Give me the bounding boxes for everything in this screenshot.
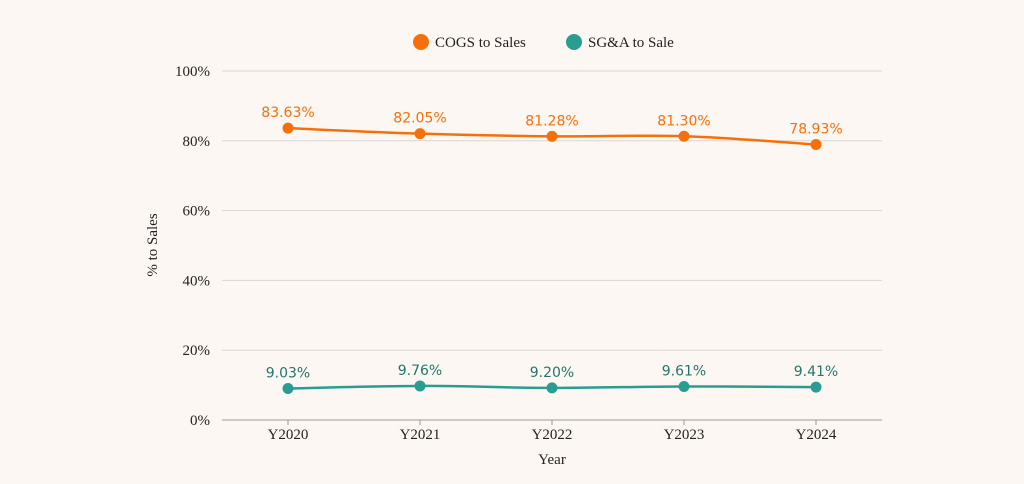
series-sga: 9.03% 9.76% 9.20% 9.61% 9.41% — [266, 363, 838, 394]
x-tick-label: Y2020 — [268, 427, 309, 443]
y-tick-label: 80% — [183, 134, 211, 150]
data-label: 81.28% — [525, 113, 578, 129]
series: 83.63% 82.05% 81.28% 81.30% 78.93% 9.03% 9.76%… — [261, 105, 843, 394]
data-label: 83.63% — [261, 105, 314, 121]
y-axis-title: % to Sales — [145, 213, 161, 276]
data-label: 9.03% — [266, 365, 310, 381]
data-label: 9.61% — [662, 363, 706, 379]
data-label: 82.05% — [393, 111, 446, 127]
legend-item-cogs[interactable]: COGS to Sales — [413, 34, 526, 51]
data-label: 9.41% — [794, 364, 838, 380]
data-point — [678, 130, 690, 142]
y-tick-label: 0% — [190, 413, 210, 429]
data-point — [414, 380, 426, 392]
data-label: 9.20% — [530, 365, 574, 381]
axes: % to Sales Year 0% 20% 40% 60% 80% 100% Y2020 Y… — [145, 64, 837, 468]
data-label: 81.30% — [657, 113, 710, 129]
y-tick-label: 100% — [175, 64, 210, 80]
data-point — [282, 122, 294, 134]
data-point — [810, 139, 822, 151]
x-axis-title: Year — [538, 452, 566, 468]
data-point — [282, 382, 294, 394]
legend-label-sga: SG&A to Sale — [588, 35, 674, 51]
data-label: 9.76% — [398, 363, 442, 379]
data-label: 78.93% — [789, 122, 842, 138]
legend-item-sga[interactable]: SG&A to Sale — [566, 34, 674, 51]
x-tick-label: Y2022 — [532, 427, 573, 443]
data-point — [546, 130, 558, 142]
x-tick-label: Y2024 — [796, 427, 837, 443]
legend[interactable]: COGS to Sales SG&A to Sale — [413, 34, 674, 51]
x-tick-label: Y2023 — [664, 427, 705, 443]
data-point — [546, 382, 558, 394]
x-tick-label: Y2021 — [400, 427, 441, 443]
data-point — [678, 380, 690, 392]
legend-label-cogs: COGS to Sales — [435, 35, 526, 51]
data-point — [810, 381, 822, 393]
legend-marker-cogs — [413, 34, 429, 50]
series-cogs: 83.63% 82.05% 81.28% 81.30% 78.93% — [261, 105, 843, 151]
y-tick-label: 40% — [183, 273, 211, 289]
y-tick-label: 20% — [183, 343, 211, 359]
data-point — [414, 128, 426, 140]
legend-marker-sga — [566, 34, 582, 50]
y-tick-label: 60% — [183, 204, 211, 220]
